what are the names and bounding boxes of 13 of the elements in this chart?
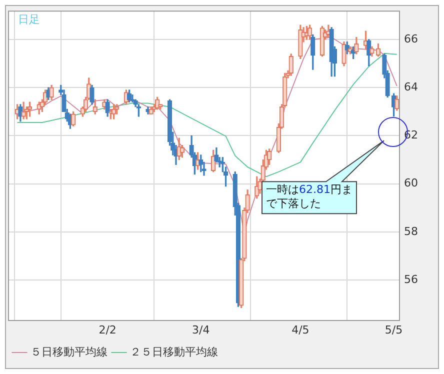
legend-label: ５日移動平均線 [30, 345, 108, 358]
y-tick-label: 56 [404, 272, 418, 286]
x-tick-label: 5/5 [384, 323, 403, 336]
y-tick-label: 66 [404, 32, 418, 46]
x-tick-label: 2/2 [98, 323, 116, 336]
x-tick-label: 3/4 [192, 323, 210, 336]
x-tick-label: 4/5 [292, 323, 310, 336]
chart-title: 日足 [18, 12, 40, 26]
legend-label: ２５日移動平均線 [130, 345, 218, 358]
y-tick-label: 64 [404, 80, 418, 94]
y-tick-label: 58 [404, 224, 418, 238]
annotation: 一時は62.81円まで下落した [266, 182, 352, 210]
y-tick-label: 60 [404, 176, 418, 190]
